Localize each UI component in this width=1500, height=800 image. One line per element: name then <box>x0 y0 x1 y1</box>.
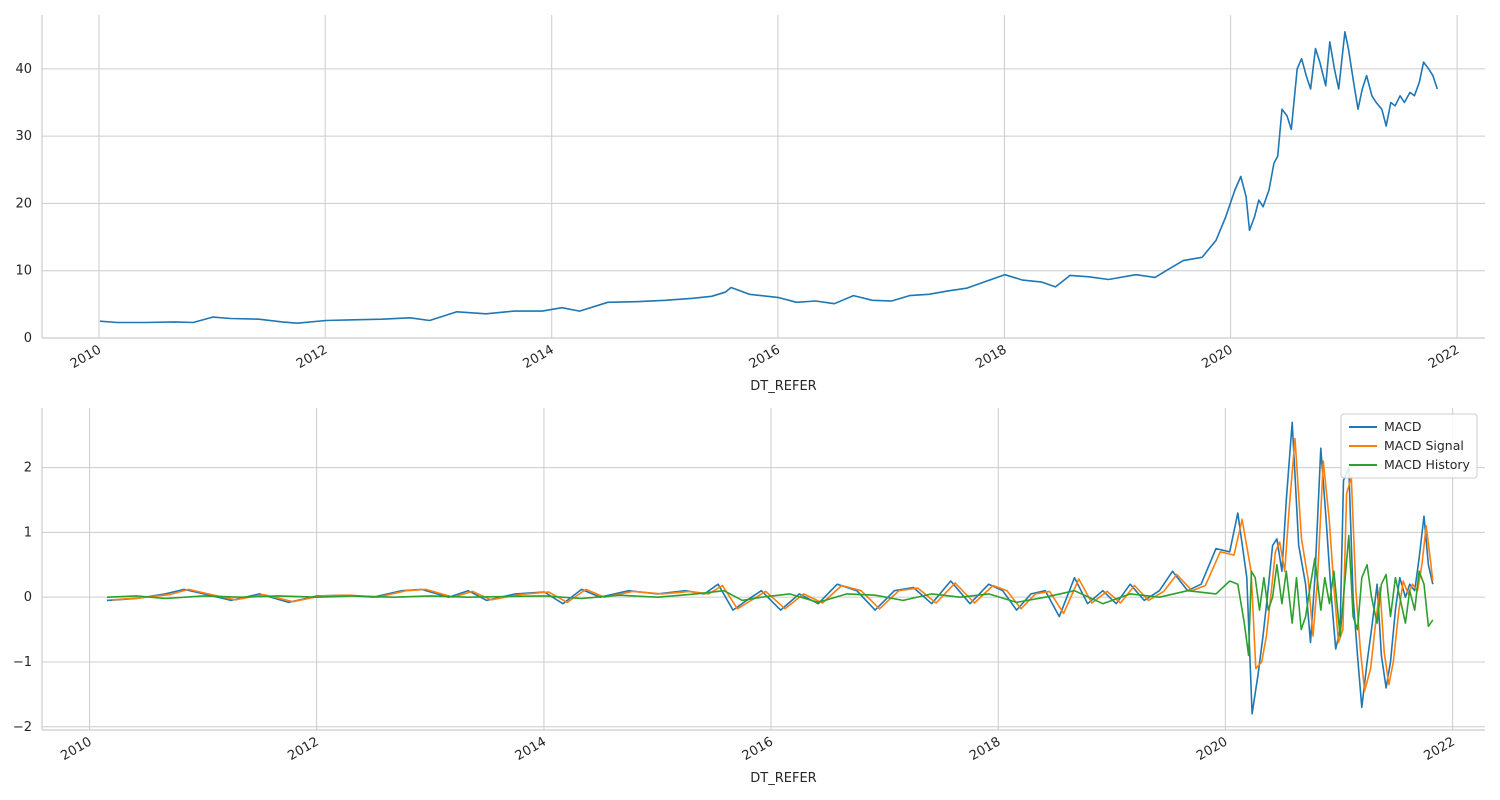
series-line-macd-signal <box>112 437 1434 692</box>
series-line-macd <box>106 421 1434 715</box>
y-tick-label: 40 <box>15 62 32 77</box>
y-tick-label: 30 <box>15 129 32 144</box>
chart-panel-price: 0 10 20 30 40 2010 2012 2014 2016 2018 2020 2022 DT_… <box>15 15 1485 394</box>
x-tick-label: 2020 <box>1199 342 1235 372</box>
legend-entry: MACD History <box>1384 457 1471 472</box>
y-tick-label: 20 <box>15 196 32 211</box>
x-tick-label: 2010 <box>68 342 104 372</box>
x-axis-label: DT_REFER <box>750 379 816 394</box>
x-tick-label: 2014 <box>521 342 557 372</box>
x-tick-label: 2016 <box>747 342 783 372</box>
y-tick-label: 10 <box>15 264 32 279</box>
x-tick-label: 2012 <box>294 342 330 372</box>
x-tick-label: 2012 <box>285 734 321 764</box>
x-tick-label: 2020 <box>1194 734 1230 764</box>
y-tick-label: 0 <box>24 590 32 605</box>
x-tick-label: 2014 <box>513 734 549 764</box>
x-tick-label: 2010 <box>58 734 94 764</box>
y-tick-label: −2 <box>13 720 32 735</box>
y-tick-label: 1 <box>24 525 32 540</box>
legend-frame <box>1340 413 1478 479</box>
x-tick-label: 2018 <box>973 342 1009 372</box>
x-axis-label: DT_REFER <box>750 771 816 786</box>
legend-entry: MACD <box>1384 419 1421 434</box>
y-tick-label: 2 <box>24 461 32 476</box>
y-tick-label: 0 <box>24 331 32 346</box>
legend: MACD MACD Signal MACD History <box>1340 413 1478 479</box>
series-line-macd-history <box>106 534 1434 657</box>
x-tick-label: 2016 <box>740 734 776 764</box>
legend-entry: MACD Signal <box>1384 438 1464 453</box>
y-tick-label: −1 <box>13 655 32 670</box>
series-line-0 <box>99 30 1439 325</box>
x-tick-label: 2022 <box>1421 734 1457 764</box>
x-tick-label: 2022 <box>1426 342 1462 372</box>
x-tick-label: 2018 <box>967 734 1003 764</box>
chart-panel-macd: −2 −1 0 1 2 2010 2012 2014 2016 2018 2020 2022 DT_RE… <box>13 408 1485 786</box>
